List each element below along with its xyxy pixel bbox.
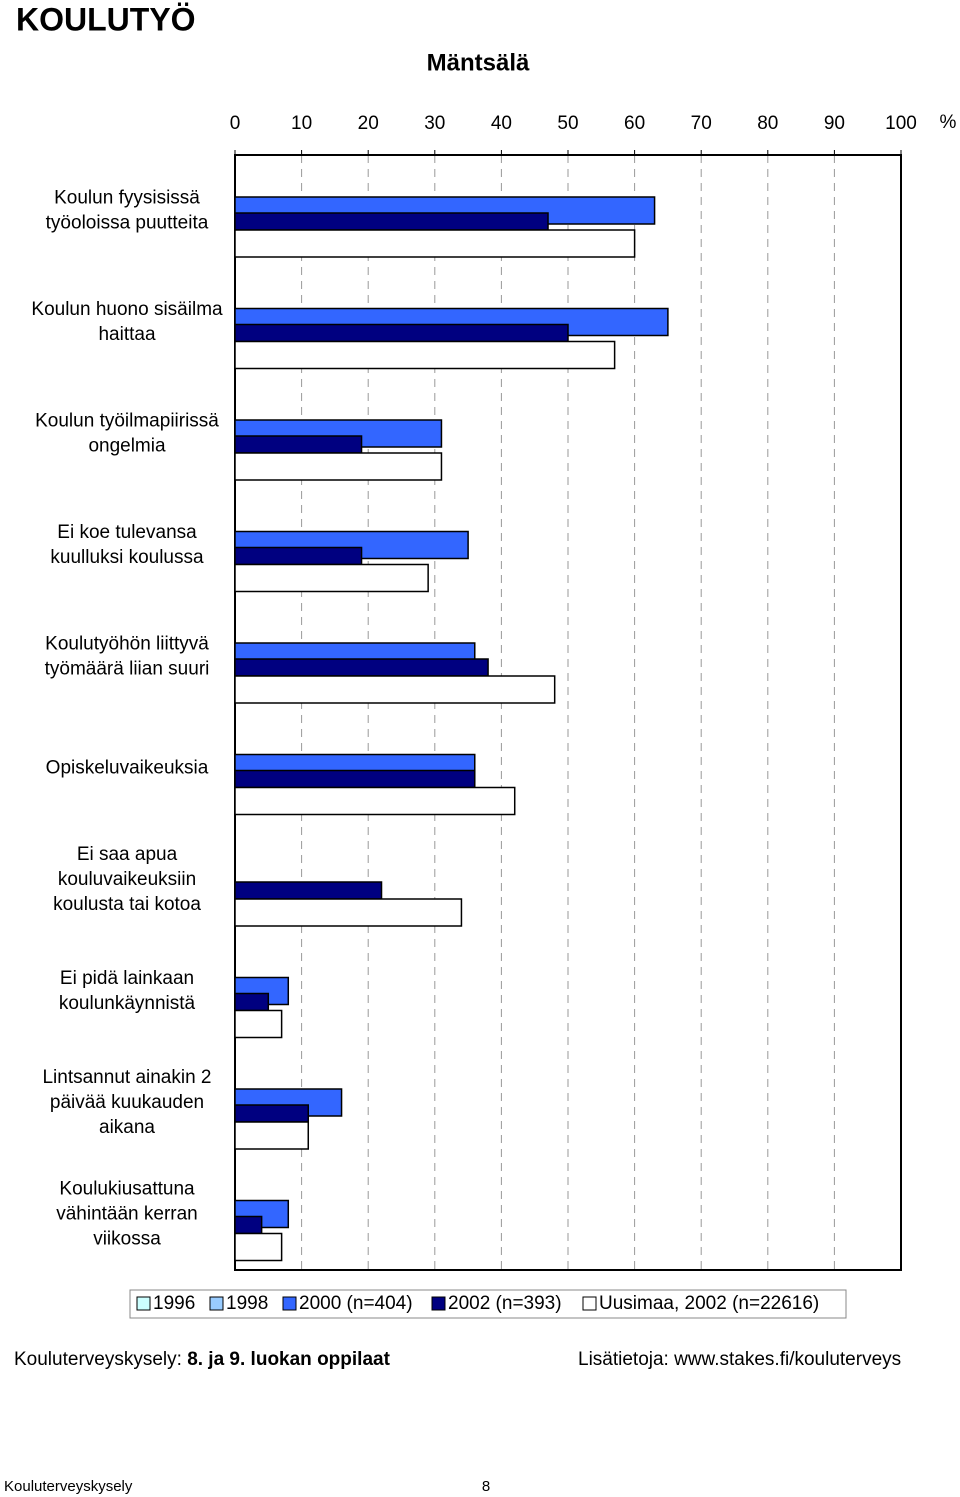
bar bbox=[234, 769, 476, 789]
legend-label: 2000 (n=404) bbox=[299, 1293, 413, 1314]
x-tick-label: 0 bbox=[230, 113, 241, 134]
bar bbox=[234, 1232, 283, 1262]
page-number: 8 bbox=[482, 1478, 490, 1495]
legend-label: 1998 bbox=[226, 1293, 268, 1314]
axis-unit: % bbox=[940, 112, 957, 133]
bar bbox=[234, 658, 489, 677]
page-title: KOULUTYÖ bbox=[16, 1, 196, 37]
y-tick-label: Koulun huono sisäilma haittaa bbox=[31, 299, 223, 345]
footer-left-bold: 8. ja 9. luokan oppilaat bbox=[187, 1349, 390, 1370]
x-tick-label: 90 bbox=[824, 113, 845, 134]
y-tick-label: Ei saa apua kouluvaikeuksiin koulusta tai … bbox=[53, 844, 201, 915]
bar bbox=[234, 992, 270, 1012]
y-tick-label: Koulun fyysisissä työoloissa puutteita bbox=[46, 187, 209, 233]
bar bbox=[234, 898, 463, 927]
legend-swatch bbox=[431, 1296, 446, 1311]
bar bbox=[234, 1121, 310, 1150]
y-tick-label: Koulukiusattuna vähintään kerran viikossa bbox=[56, 1178, 198, 1249]
bar bbox=[234, 452, 443, 481]
footer-right: Lisätietoja: www.stakes.fi/kouluterveys bbox=[578, 1349, 901, 1370]
legend-label: 2002 (n=393) bbox=[448, 1293, 562, 1314]
x-tick-label: 10 bbox=[291, 113, 312, 134]
page-footer: Kouluterveyskysely bbox=[4, 1478, 133, 1495]
y-tick-label: Koulun työilmapiirissä ongelmia bbox=[35, 410, 219, 456]
x-tick-label: 30 bbox=[424, 113, 445, 134]
bar bbox=[234, 1215, 263, 1235]
bar bbox=[234, 1104, 310, 1123]
bar bbox=[234, 563, 429, 593]
bar bbox=[234, 786, 516, 816]
y-tick-label: Lintsannut ainakin 2 päivää kuukauden aika… bbox=[42, 1067, 211, 1138]
bar bbox=[234, 675, 556, 704]
y-tick-label: Ei koe tulevansa kuulluksi koulussa bbox=[50, 522, 204, 568]
legend-swatch bbox=[282, 1296, 297, 1311]
bar bbox=[234, 323, 569, 343]
legend-swatch bbox=[209, 1296, 224, 1311]
bar bbox=[234, 229, 636, 258]
x-tick-label: 80 bbox=[757, 113, 778, 134]
x-tick-label: 60 bbox=[624, 113, 645, 134]
footer-left-text: Kouluterveyskysely: bbox=[14, 1349, 182, 1370]
x-tick-label: 20 bbox=[358, 113, 379, 134]
x-tick-label: 50 bbox=[557, 113, 578, 134]
legend-box bbox=[129, 1289, 847, 1319]
bar bbox=[234, 1009, 283, 1039]
bar bbox=[234, 881, 383, 900]
chart-title: Mäntsälä bbox=[427, 49, 530, 76]
footer-left: Kouluterveyskysely: 8. ja 9. luokan oppi… bbox=[14, 1349, 391, 1370]
bar bbox=[234, 212, 549, 231]
bar bbox=[234, 435, 363, 454]
y-tick-label: Koulutyöhön liittyvä työmäärä liian suuri bbox=[45, 633, 210, 679]
legend-label: 1996 bbox=[153, 1293, 195, 1314]
x-tick-label: 100 bbox=[885, 113, 917, 134]
y-tick-label: Opiskeluvaikeuksia bbox=[46, 757, 209, 778]
y-tick-label: Ei pidä lainkaan koulunkäynnistä bbox=[59, 968, 196, 1014]
x-tick-label: 40 bbox=[491, 113, 512, 134]
x-tick-label: 70 bbox=[691, 113, 712, 134]
bar bbox=[234, 340, 616, 370]
bar bbox=[234, 546, 363, 566]
legend-label: Uusimaa, 2002 (n=22616) bbox=[599, 1293, 819, 1314]
plot-frame bbox=[234, 154, 902, 1271]
legend-swatch bbox=[136, 1296, 151, 1311]
legend-swatch bbox=[582, 1296, 597, 1311]
